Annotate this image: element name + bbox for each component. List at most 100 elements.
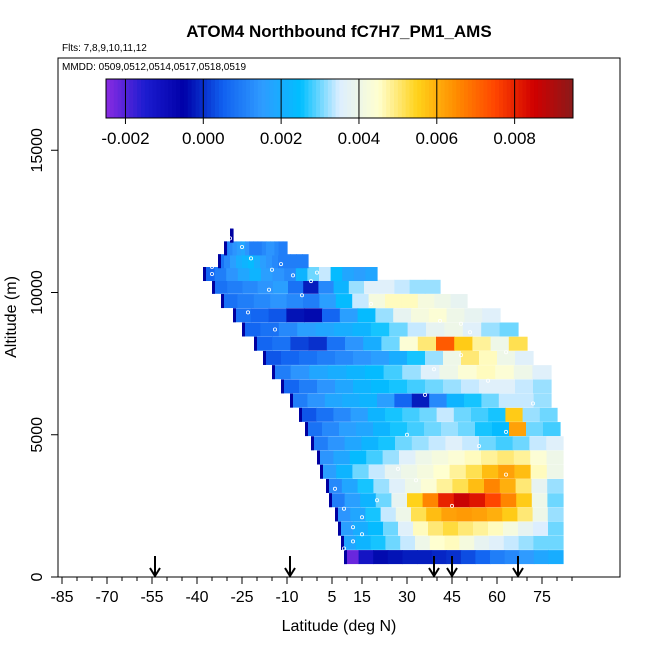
- heatmap-cell: [326, 478, 343, 493]
- colorbar-segment: [409, 79, 414, 118]
- colorbar-frame: [105, 78, 574, 119]
- layer-edge: [221, 294, 224, 309]
- heatmap-cell: [308, 336, 328, 351]
- heatmap-cell: [373, 478, 390, 493]
- arrow-head: [284, 567, 296, 578]
- colorbar-tick-label: 0.008: [493, 129, 536, 148]
- heatmap-cell: [352, 294, 370, 309]
- x-tick-label: 15: [353, 589, 371, 606]
- heatmap-cell: [475, 550, 491, 565]
- sample-point: [278, 262, 283, 267]
- colorbar-segment: [304, 79, 309, 118]
- heatmap-cell: [353, 521, 369, 536]
- layer-edge: [212, 279, 215, 294]
- arrow-head: [446, 567, 458, 578]
- heatmap-cell: [503, 535, 520, 550]
- heatmap-cell: [548, 550, 564, 565]
- heatmap-cell: [355, 535, 372, 550]
- heatmap-cell: [426, 322, 445, 337]
- heatmap-cell: [443, 521, 459, 536]
- heatmap-cell: [464, 450, 482, 465]
- x-tick-label: 5: [328, 589, 337, 606]
- colorbar-segment: [425, 79, 430, 118]
- sample-point: [359, 515, 364, 520]
- heatmap-cell: [268, 308, 287, 323]
- heatmap-cell: [513, 365, 533, 380]
- heatmap-cell: [212, 279, 228, 294]
- heatmap-cell: [357, 478, 374, 493]
- heatmap-cell: [533, 393, 552, 408]
- heatmap-cell: [409, 279, 426, 294]
- heatmap-cell: [531, 478, 548, 493]
- heatmap-cell: [327, 436, 346, 451]
- layer-edge: [230, 228, 233, 243]
- colorbar-segment: [141, 79, 146, 118]
- heatmap-cell: [349, 450, 367, 465]
- heatmap-cell: [360, 493, 377, 508]
- plot-frame: [57, 57, 621, 578]
- heatmap-cell: [479, 379, 498, 394]
- heatmap-cell: [508, 336, 528, 351]
- heatmap-cell: [407, 422, 425, 437]
- heatmap-cell: [546, 436, 564, 451]
- colorbar-segment: [125, 79, 130, 118]
- heatmap-cell: [263, 350, 282, 365]
- heatmap-cell: [278, 322, 298, 337]
- heatmap-cell: [278, 241, 284, 256]
- heatmap-cell: [375, 493, 392, 508]
- flights-note: Flts: 7,8,9,10,11,12: [62, 43, 147, 54]
- heatmap-cell: [249, 267, 262, 282]
- layer-edge: [203, 267, 206, 282]
- colorbar-segment: [405, 79, 411, 118]
- heatmap-cell: [389, 379, 408, 394]
- heatmap-cell: [428, 436, 446, 451]
- colorbar-segment: [214, 79, 220, 118]
- heatmap-cell: [373, 422, 391, 437]
- heatmap-cell: [389, 350, 408, 365]
- heatmap-cell: [381, 336, 401, 351]
- colorbar-segment: [390, 79, 395, 118]
- heatmap-cell: [203, 267, 216, 282]
- heatmap-cell: [228, 241, 233, 256]
- heatmap-cell: [346, 365, 366, 380]
- arrow-marker: [284, 556, 296, 578]
- heatmap-cell: [459, 535, 475, 550]
- colorbar-segment: [261, 79, 267, 118]
- heatmap-cell: [284, 267, 297, 282]
- heatmap-cell: [417, 550, 433, 565]
- colorbar-segment: [257, 79, 263, 118]
- heatmap-cell: [290, 336, 310, 351]
- heatmap-cell: [482, 308, 501, 323]
- heatmap-cell: [399, 336, 419, 351]
- heatmap-cell: [458, 422, 476, 437]
- heatmap-cell: [425, 350, 444, 365]
- sample-point: [531, 401, 536, 406]
- heatmap-cell: [377, 393, 395, 408]
- heatmap-cell: [462, 436, 480, 451]
- colorbar-segment: [495, 79, 500, 118]
- colorbar-segment: [502, 79, 508, 118]
- colorbar-segment: [444, 79, 449, 118]
- heatmap-cell: [428, 521, 444, 536]
- heatmap-cell: [438, 493, 455, 508]
- heatmap-cell: [272, 365, 292, 380]
- heatmap-cell: [350, 507, 366, 522]
- heatmap-cell: [278, 254, 285, 269]
- heatmap-cell: [344, 550, 360, 565]
- colorbar-segment: [218, 79, 224, 118]
- layer-edge: [311, 436, 314, 451]
- heatmap-cell: [237, 267, 250, 282]
- sample-point: [242, 338, 247, 343]
- layer-edge: [335, 507, 338, 522]
- colorbar-segment: [226, 79, 232, 118]
- heatmap-cell: [488, 521, 504, 536]
- colorbar-segment: [242, 79, 247, 118]
- heatmap-cell: [407, 379, 426, 394]
- heatmap-cell: [424, 422, 442, 437]
- sample-point: [341, 506, 346, 511]
- colorbar-segment: [479, 79, 484, 118]
- colorbar-segment: [113, 79, 119, 118]
- heatmap-cell: [319, 267, 332, 282]
- sample-point: [209, 264, 214, 269]
- heatmap-cell: [232, 241, 238, 256]
